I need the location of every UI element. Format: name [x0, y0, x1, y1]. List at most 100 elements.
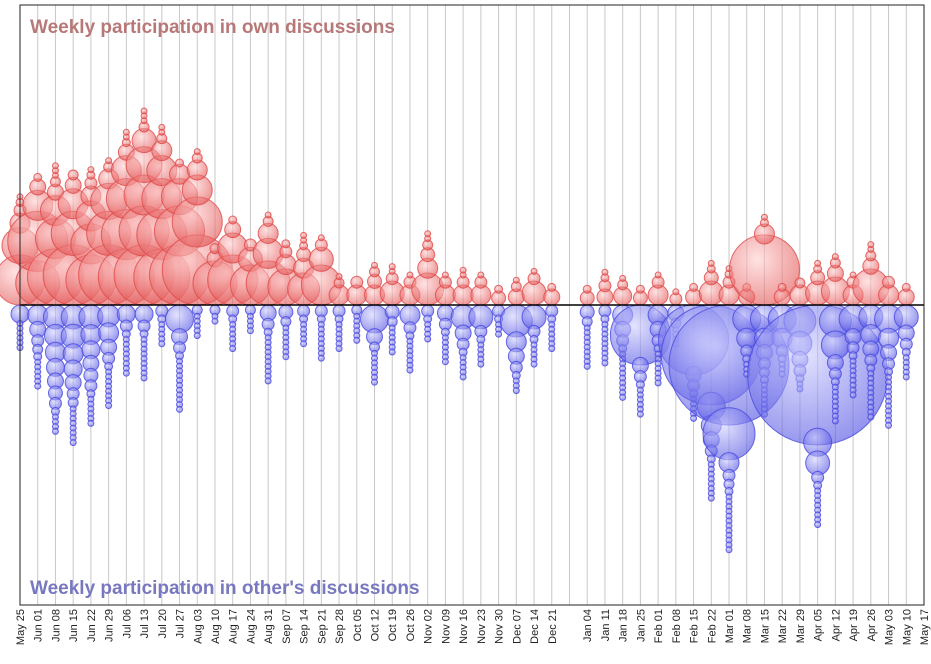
bubble: [831, 417, 839, 425]
bubble: [282, 353, 290, 361]
bubble: [777, 282, 787, 292]
bubble: [477, 271, 485, 279]
bubble: [335, 345, 343, 353]
bubble: [87, 166, 95, 174]
x-tick-label: Apr 26: [866, 609, 878, 641]
x-tick-label: Jan 25: [635, 609, 647, 642]
bubble: [867, 241, 875, 249]
x-tick-label: Feb 08: [671, 609, 683, 643]
bubble: [281, 239, 291, 249]
bubble: [547, 282, 557, 292]
bubble: [353, 336, 361, 344]
bubble: [34, 382, 42, 390]
x-tick-label: Mar 15: [759, 609, 771, 643]
x-tick-label: Feb 01: [653, 609, 665, 643]
bubble: [619, 274, 627, 282]
x-tick-label: Mar 01: [724, 609, 736, 643]
x-tick-label: Jun 15: [68, 609, 80, 642]
bubble: [760, 213, 768, 221]
bubble: [882, 275, 896, 289]
x-tick-label: Jul 20: [157, 609, 169, 638]
x-tick-label: Nov 02: [423, 609, 435, 644]
bubble: [831, 253, 839, 261]
bubble: [707, 259, 715, 267]
x-tick-label: Oct 05: [352, 609, 364, 641]
bubble: [317, 234, 325, 242]
bubble: [300, 231, 308, 239]
bubble: [406, 271, 414, 279]
x-tick-label: Nov 16: [458, 609, 470, 644]
bubble: [105, 157, 113, 165]
x-tick-label: Dec 21: [547, 609, 559, 644]
bubble: [582, 284, 592, 294]
bubble: [814, 521, 822, 529]
bubble: [494, 284, 504, 294]
bubble: [122, 369, 130, 377]
x-tick-label: Jan 04: [582, 609, 594, 642]
bubble: [87, 419, 95, 427]
bubble: [264, 377, 272, 385]
x-tick-label: Apr 12: [830, 609, 842, 641]
bubble: [672, 288, 680, 296]
x-tick-label: Jun 29: [104, 609, 116, 642]
x-tick-label: Sep 07: [281, 609, 293, 644]
bubble: [388, 348, 396, 356]
x-tick-label: Jun 22: [86, 609, 98, 642]
x-tick-label: Jan 11: [600, 609, 612, 641]
bubble: [902, 373, 910, 381]
x-tick-label: Jun 08: [50, 609, 62, 642]
bubble: [193, 148, 201, 156]
bubble: [814, 259, 822, 267]
bubble: [371, 378, 379, 386]
x-tick-label: Jul 06: [121, 609, 133, 638]
bubble: [406, 366, 414, 374]
x-tick-label: Nov 09: [440, 609, 452, 644]
x-tick-label: Aug 24: [245, 609, 257, 644]
bubble: [105, 402, 113, 410]
x-tick-label: Jan 18: [618, 609, 630, 642]
bubble: [601, 268, 609, 276]
x-tick-label: Aug 17: [228, 609, 240, 644]
bubble: [794, 277, 806, 289]
x-tick-label: Oct 19: [387, 609, 399, 641]
bubble: [635, 284, 645, 294]
bubble: [371, 261, 379, 269]
x-tick-label: Dec 14: [529, 609, 541, 644]
x-tick-label: Jun 01: [33, 609, 45, 642]
x-tick-label: Nov 23: [476, 609, 488, 644]
bubble: [158, 340, 166, 348]
bubble: [67, 169, 79, 181]
x-tick-label: Jul 13: [139, 609, 151, 638]
x-tick-label: Apr 05: [813, 609, 825, 641]
bubble: [51, 427, 59, 435]
bubble: [211, 317, 219, 325]
bubble: [530, 360, 538, 368]
bubble: [725, 546, 733, 554]
bubble: [441, 271, 449, 279]
bubble: [690, 414, 698, 422]
bubble: [530, 267, 538, 275]
bubble: [350, 275, 364, 289]
bubble: [867, 413, 875, 421]
bubble: [140, 107, 148, 115]
bubble: [512, 276, 520, 284]
bubble: [441, 358, 449, 366]
bubble: [424, 230, 432, 238]
x-tick-label: Mar 08: [742, 609, 754, 643]
bubble: [176, 405, 184, 413]
bubble: [619, 393, 627, 401]
bubble: [193, 332, 201, 340]
x-tick-label: May 25: [15, 609, 27, 645]
x-tick-label: Mar 29: [795, 609, 807, 643]
bubble: [477, 360, 485, 368]
others-title: Weekly participation in other's discussi…: [30, 578, 420, 599]
x-tick-label: May 03: [884, 609, 896, 645]
bubble: [654, 271, 662, 279]
x-tick-label: Aug 10: [210, 609, 222, 644]
bubble: [300, 340, 308, 348]
x-tick-label: Sep 14: [299, 609, 311, 644]
bubble: [33, 172, 43, 182]
bubble: [122, 128, 130, 136]
bubble: [548, 345, 556, 353]
x-tick-label: Feb 15: [689, 609, 701, 643]
